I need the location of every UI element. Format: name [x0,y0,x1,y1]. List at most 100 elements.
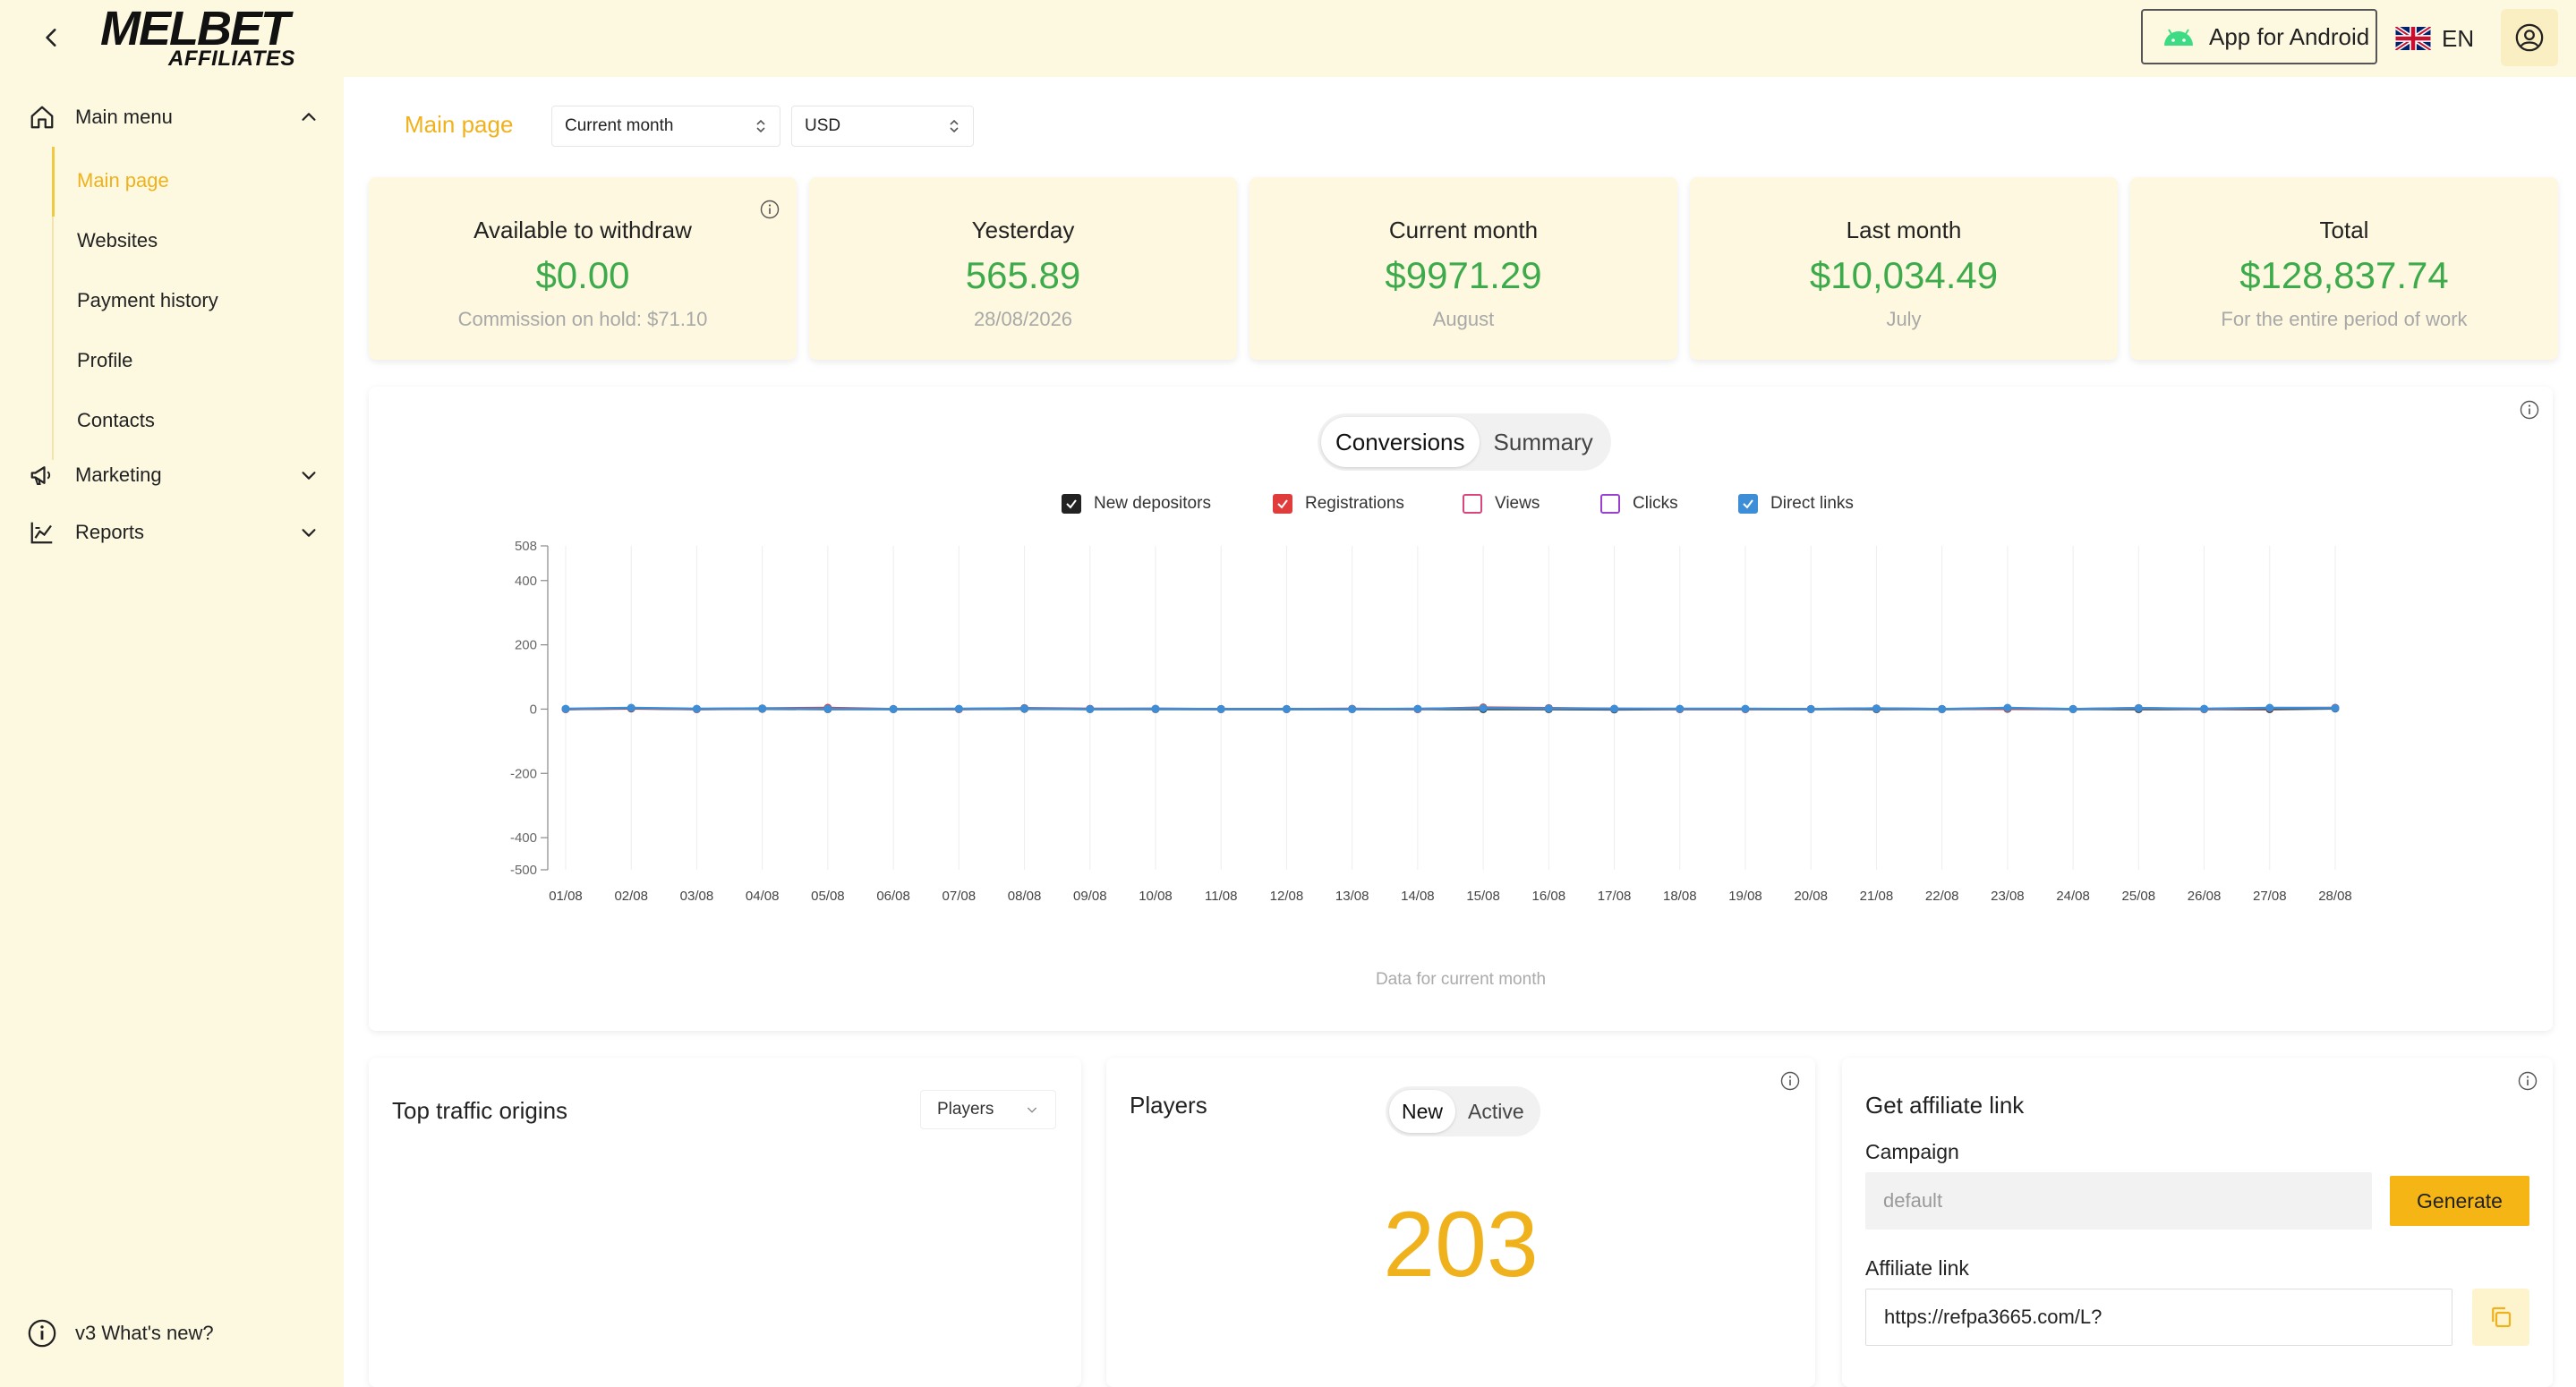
megaphone-icon [27,460,57,490]
language-selector[interactable]: EN [2395,16,2474,61]
stat-card-last-month: Last month $10,034.49 July [1690,177,2118,360]
breadcrumb[interactable]: Main page [405,111,514,138]
x-tick-label: 28/08 [2318,889,2352,904]
checkbox-checked-icon [1273,494,1292,514]
x-tick-label: 15/08 [1466,889,1500,904]
affiliate-link-panel: Get affiliate link Campaign default Gene… [1842,1058,2553,1387]
x-tick-label: 17/08 [1598,889,1632,904]
legend-new-depositors[interactable]: New depositors [1062,490,1211,517]
data-point [1413,704,1422,713]
x-tick-label: 11/08 [1205,889,1237,904]
lang-label: EN [2442,24,2475,52]
x-tick-label: 12/08 [1270,889,1304,904]
chevron-down-icon [1027,1107,1037,1113]
data-point [954,704,963,713]
sidebar-item-websites[interactable]: Websites [77,229,158,251]
stat-value: $0.00 [535,254,630,296]
traffic-metric-value: Players [937,1100,994,1119]
stat-card-available: Available to withdraw $0.00 Commission o… [369,177,797,360]
data-point [2200,704,2209,713]
sidebar-item-reports[interactable]: Reports [27,510,322,555]
account-button[interactable] [2501,9,2558,66]
legend-direct-links[interactable]: Direct links [1738,490,1854,517]
info-icon[interactable] [1779,1070,1801,1092]
stat-card-current-month: Current month $9971.29 August [1250,177,1677,360]
conversions-chart-card: Conversions Summary New depositors Regis… [369,387,2553,1031]
info-icon[interactable] [759,199,780,220]
players-toggle: New Active [1386,1086,1540,1136]
top-traffic-origins-panel: Top traffic origins Players [369,1058,1081,1387]
currency-select[interactable]: USD [791,106,974,147]
tab-new[interactable]: New [1389,1090,1456,1133]
stat-value: $9971.29 [1385,254,1542,296]
sidebar-item-main-menu[interactable]: Main menu [27,95,322,140]
tab-conversions[interactable]: Conversions [1321,417,1480,467]
data-point [2068,704,2077,713]
checkbox-unchecked-icon [1463,494,1482,514]
panel-title: Top traffic origins [392,1097,568,1124]
data-point [2265,703,2274,712]
data-point [823,704,832,713]
period-select[interactable]: Current month [551,106,780,147]
legend-label: New depositors [1094,494,1211,513]
x-tick-label: 24/08 [2056,889,2090,904]
campaign-input[interactable]: default [1865,1172,2372,1230]
user-icon [2515,23,2544,52]
x-tick-label: 02/08 [614,889,648,904]
x-tick-label: 22/08 [1925,889,1959,904]
period-value: Current month [565,116,674,135]
sidebar-item-marketing[interactable]: Marketing [27,453,322,498]
stat-sub: July [1886,308,1922,330]
stat-sub: August [1432,308,1495,330]
affiliate-link-input[interactable]: https://refpa3665.com/L? [1865,1289,2452,1346]
active-indicator [52,147,55,217]
generate-button[interactable]: Generate [2390,1176,2529,1226]
players-count: 203 [1383,1193,1539,1297]
stat-sub: For the entire period of work [2221,308,2468,330]
back-button[interactable] [32,18,72,57]
stat-title: Last month [1846,217,1962,243]
info-icon[interactable] [2519,399,2540,421]
x-tick-label: 13/08 [1335,889,1369,904]
logo[interactable]: MELBET AFFILIATES [100,4,315,72]
data-point [692,704,701,713]
y-tick-label: -400 [510,830,537,846]
data-point [1020,704,1029,713]
marketing-label: Marketing [75,464,162,486]
data-point [1086,704,1095,713]
legend-clicks[interactable]: Clicks [1600,490,1678,517]
tab-summary[interactable]: Summary [1493,428,1593,455]
sidebar-item-profile[interactable]: Profile [77,349,133,371]
chart-footer: Data for current month [1375,970,1547,989]
sidebar-item-contacts[interactable]: Contacts [77,409,155,431]
data-point [1676,704,1685,713]
whats-new-link[interactable]: v3 What's new? [27,1314,214,1353]
legend-registrations[interactable]: Registrations [1273,490,1404,517]
sort-arrows-icon [756,119,765,133]
data-point [561,704,570,713]
x-tick-label: 10/08 [1139,889,1173,904]
traffic-metric-select[interactable]: Players [920,1090,1056,1129]
chevron-left-icon [46,29,56,47]
y-tick-label: -200 [510,766,537,781]
uk-flag-icon [2395,27,2431,50]
app-for-android-button[interactable]: App for Android [2141,9,2377,64]
x-tick-label: 09/08 [1073,889,1107,904]
legend-views[interactable]: Views [1463,490,1540,517]
stat-card-total: Total $128,837.74 For the entire period … [2130,177,2558,360]
copy-link-button[interactable] [2472,1289,2529,1346]
info-icon [28,1319,56,1348]
x-tick-label: 14/08 [1401,889,1435,904]
info-icon[interactable] [2517,1070,2538,1092]
tab-active[interactable]: Active [1468,1099,1524,1123]
checkbox-checked-icon [1062,494,1081,514]
legend-label: Views [1495,494,1540,513]
conversions-line-chart: 508 400 200 0 -200 -400 -500 01/08 02/08 03/08 04/… [510,539,2352,904]
sidebar-item-payment-history[interactable]: Payment history [77,289,218,311]
x-tick-label: 03/08 [680,889,714,904]
x-tick-label: 21/08 [1860,889,1894,904]
copy-icon [2492,1306,2512,1328]
sidebar-item-main-page[interactable]: Main page [77,169,169,191]
stat-value: $128,837.74 [2239,254,2449,296]
x-tick-label: 06/08 [876,889,910,904]
